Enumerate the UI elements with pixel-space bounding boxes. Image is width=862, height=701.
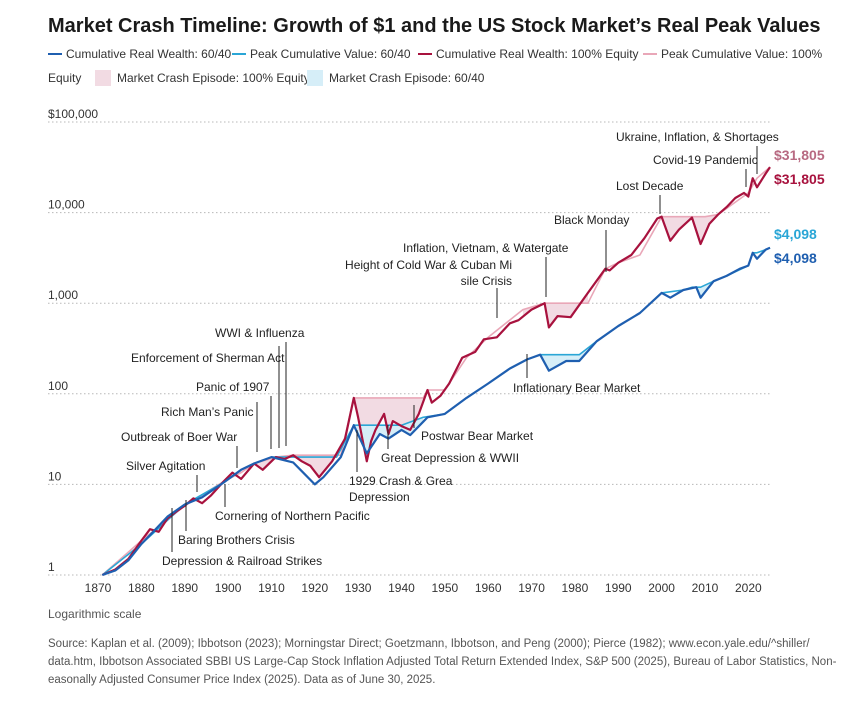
legend-label: Cumulative Real Wealth: 100% Equity [436, 47, 639, 61]
annotation-label: Cornering of Northern Pacific [215, 509, 370, 523]
x-tick-label: 1930 [345, 581, 372, 595]
x-tick-label: 1940 [388, 581, 415, 595]
annotation-label: Height of Cold War & Cuban Mi [345, 258, 512, 272]
end-label-wealth-60-40: $4,098 [774, 250, 817, 266]
y-tick-label: $100,000 [48, 107, 98, 121]
annotation-label: Great Depression & WWII [381, 451, 519, 465]
legend-label: Market Crash Episode: 60/40 [329, 71, 485, 85]
y-tick-label: 10 [48, 469, 62, 483]
legend-label: Equity [48, 71, 81, 85]
x-tick-label: 2010 [692, 581, 719, 595]
scale-note: Logarithmic scale [48, 607, 142, 621]
annotation-label: Covid-19 Pandemic [653, 153, 758, 167]
legend-label: Market Crash Episode: 100% Equity [117, 71, 310, 85]
legend-swatch-box [307, 70, 323, 86]
crash-episode-60-40 [527, 341, 597, 371]
source-note: Source: Kaplan et al. (2009); Ibbotson (… [48, 638, 837, 686]
annotation-label: Postwar Bear Market [421, 429, 534, 443]
end-label-wealth-100: $31,805 [774, 171, 825, 187]
x-tick-label: 2000 [648, 581, 675, 595]
annotation-label: 1929 Crash & Grea [349, 474, 453, 488]
y-tick-label: 1 [48, 560, 55, 574]
line-wealth-60-40 [101, 246, 771, 577]
annotation-label: Baring Brothers Crisis [178, 533, 295, 547]
legend: Cumulative Real Wealth: 60/40 Peak Cumula… [48, 47, 823, 86]
legend-label: Peak Cumulative Value: 60/40 [250, 47, 411, 61]
x-tick-label: 2020 [735, 581, 762, 595]
annotation-label: Silver Agitation [126, 459, 205, 473]
annotation-label: Inflationary Bear Market [513, 381, 641, 395]
x-tick-label: 1890 [171, 581, 198, 595]
source-line: easonally Adjusted Consumer Price Index … [48, 674, 435, 686]
x-tick-label: 1970 [518, 581, 545, 595]
series-lines [101, 166, 771, 577]
event-annotations: Depression & Railroad Strikes Baring Brot… [121, 130, 779, 568]
crash-episode-100-equity [661, 214, 718, 244]
x-tick-label: 1900 [215, 581, 242, 595]
x-tick-label: 1950 [431, 581, 458, 595]
y-tick-label: 1,000 [48, 288, 78, 302]
y-tick-label: 10,000 [48, 198, 85, 212]
legend-label: Cumulative Real Wealth: 60/40 [66, 47, 232, 61]
annotation-label: sile Crisis [461, 274, 512, 288]
x-tick-label: 1980 [562, 581, 589, 595]
end-value-labels: $31,805 $31,805 $4,098 $4,098 [774, 147, 825, 266]
x-tick-label: 1870 [85, 581, 112, 595]
y-tick-label: 100 [48, 379, 68, 393]
source-line: Source: Kaplan et al. (2009); Ibbotson (… [48, 638, 810, 650]
chart-title: Market Crash Timeline: Growth of $1 and … [48, 15, 821, 37]
source-line: data.htm, Ibbotson Associated SBBI US La… [48, 656, 837, 668]
crash-episode-100-equity [522, 292, 588, 328]
crash-episode-60-40 [692, 281, 714, 298]
end-label-peak-100: $31,805 [774, 147, 825, 163]
annotation-label: Enforcement of Sherman Act [131, 351, 285, 365]
annotation-label: Ukraine, Inflation, & Shortages [616, 130, 779, 144]
end-label-peak-60-40: $4,098 [774, 226, 817, 242]
x-tick-label: 1880 [128, 581, 155, 595]
annotation-label: Lost Decade [616, 179, 684, 193]
annotation-label: Depression [349, 490, 410, 504]
x-tick-label: 1910 [258, 581, 285, 595]
annotation-label: Outbreak of Boer War [121, 430, 237, 444]
y-axis-ticks: 1 10 100 1,000 10,000 $100,000 [48, 107, 98, 574]
x-tick-label: 1990 [605, 581, 632, 595]
legend-swatch-box [95, 70, 111, 86]
x-axis-ticks: 1870 1880 1890 1900 1910 1920 1930 1940 1950 1960… [85, 581, 762, 595]
annotation-label: WWI & Influenza [215, 326, 305, 340]
x-tick-label: 1920 [301, 581, 328, 595]
gridlines [48, 121, 770, 576]
annotation-label: Panic of 1907 [196, 380, 270, 394]
crash-episode-100-equity [280, 453, 337, 478]
legend-label: Peak Cumulative Value: 100% [661, 47, 823, 61]
annotation-label: Rich Man’s Panic [161, 405, 253, 419]
x-tick-label: 1960 [475, 581, 502, 595]
annotation-label: Black Monday [554, 213, 629, 227]
annotation-label: Inflation, Vietnam, & Watergate [403, 241, 569, 255]
annotation-label: Depression & Railroad Strikes [162, 554, 322, 568]
